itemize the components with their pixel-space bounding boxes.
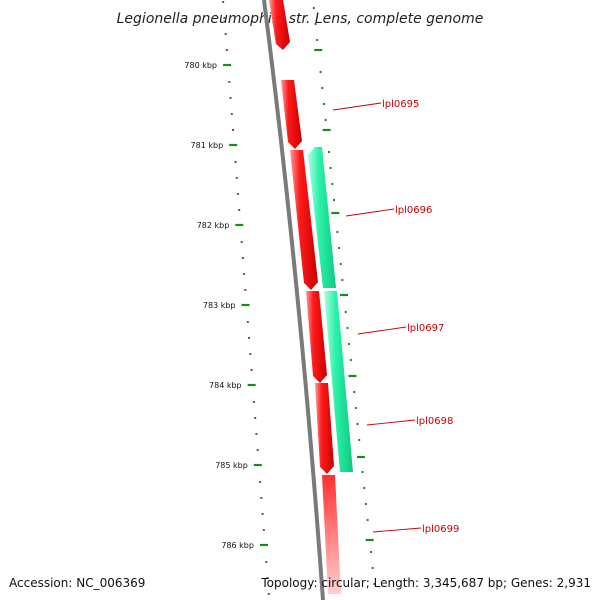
kbp-tick-label: 784 kbp (209, 381, 242, 390)
gene-reverse-b (324, 291, 353, 472)
gene-labels: lpl0695 lpl0696 lpl0697 lpl0698 lpl0699 (382, 99, 459, 535)
tick-labels: 780 kbp 781 kbp 782 kbp 783 kbp 784 kbp 785 k… (184, 61, 254, 550)
gene-forward-lpl0697 (306, 291, 327, 383)
gene-label-leaders (332, 102, 422, 533)
gene-forward-lpl0698 (315, 383, 334, 474)
leader-line (345, 208, 395, 217)
genome-summary-text: Topology: circular; Length: 3,345,687 bp… (261, 576, 591, 590)
map-title: Legionella pneumophila str. Lens, comple… (117, 11, 484, 27)
kbp-tick-label: 783 kbp (203, 301, 236, 310)
forward-strand-genes (269, 0, 341, 594)
gene-label[interactable]: lpl0699 (422, 524, 459, 535)
accession-text: Accession: NC_006369 (9, 576, 146, 590)
kbp-tick-label: 782 kbp (197, 221, 230, 230)
leader-line (357, 326, 407, 335)
kbp-tick-label: 785 kbp (215, 461, 248, 470)
kbp-tick-label: 781 kbp (191, 141, 224, 150)
gene-label[interactable]: lpl0696 (395, 205, 432, 216)
inner-tick-ring (222, 1, 270, 595)
gene-forward-lpl0696 (290, 150, 318, 290)
kbp-tick-label: 786 kbp (221, 541, 254, 550)
gene-forward-partial (269, 0, 290, 50)
gene-reverse-a (308, 147, 336, 288)
kbp-tick-label: 780 kbp (184, 61, 217, 70)
leader-line (366, 419, 416, 426)
leader-line (372, 527, 422, 533)
gene-label[interactable]: lpl0698 (416, 416, 453, 427)
gene-label[interactable]: lpl0695 (382, 99, 419, 110)
gene-label[interactable]: lpl0697 (407, 323, 444, 334)
leader-line (332, 102, 382, 111)
gene-forward-lpl0695 (281, 80, 302, 149)
outer-tick-ring (312, 7, 376, 585)
reverse-strand-genes (308, 147, 353, 472)
genome-backbone (262, 0, 325, 600)
gene-forward-lpl0699 (322, 475, 341, 594)
